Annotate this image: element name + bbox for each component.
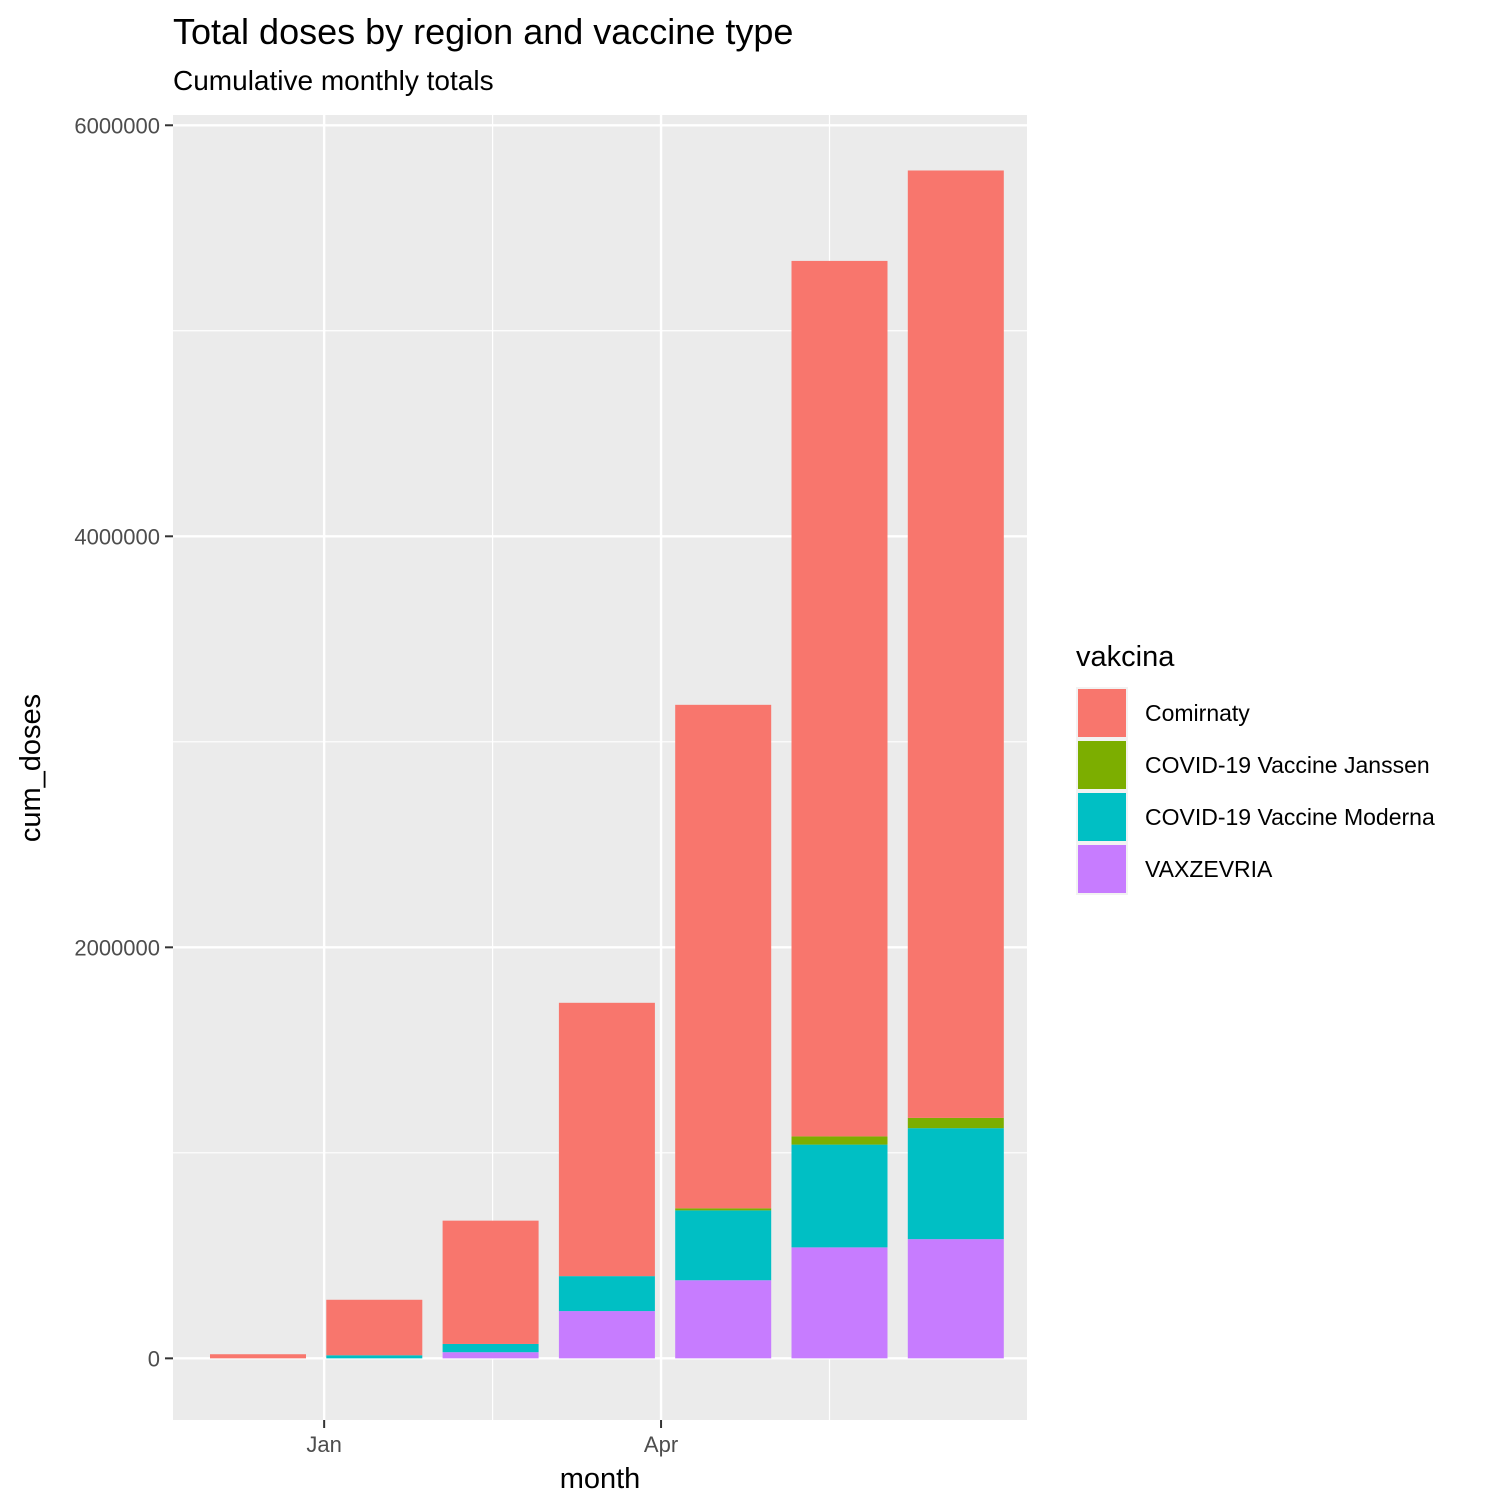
legend-label: COVID-19 Vaccine Janssen [1145,752,1430,778]
bar-segment [326,1355,422,1358]
legend: Comirnaty COVID-19 Vaccine Janssen COVID-1… [1076,687,1435,895]
bar-segment [559,1003,655,1276]
bar-segment [210,1354,306,1358]
bar-segment [675,1208,771,1210]
x-axis-title: month [560,1463,641,1495]
bar-segment [559,1311,655,1358]
bar-segment [908,170,1004,1117]
y-tick-label: 0 [148,1346,160,1371]
y-axis-title: cum_doses [15,694,47,842]
y-tick-label: 2000000 [74,935,160,960]
legend-label: VAXZEVRIA [1145,856,1273,882]
legend-label: Comirnaty [1145,700,1250,726]
legend-swatch [1078,741,1126,789]
x-axis: Jan Apr [306,1420,678,1457]
chart-subtitle: Cumulative monthly totals [173,65,494,96]
chart-title: Total doses by region and vaccine type [173,11,793,52]
x-tick-label: Jan [306,1432,341,1457]
x-tick-label: Apr [644,1432,678,1457]
bar-segment [443,1352,539,1358]
bar-segment [792,1247,888,1358]
bar-segment [443,1344,539,1352]
legend-title: vakcina [1076,641,1175,673]
bar-segment [908,1239,1004,1358]
bar-segment [559,1276,655,1311]
bar-segment [792,261,888,1136]
bar-segment [675,1280,771,1358]
legend-swatch [1078,793,1126,841]
legend-swatch [1078,689,1126,737]
legend-swatch [1078,845,1126,893]
y-tick-label: 4000000 [74,524,160,549]
y-axis: 0 2000000 4000000 6000000 [74,113,173,1371]
bar-segment [326,1300,422,1355]
bar-segment [792,1136,888,1144]
legend-label: COVID-19 Vaccine Moderna [1145,804,1435,830]
y-tick-label: 6000000 [74,113,160,138]
bar-segment [443,1221,539,1344]
bar-segment [675,705,771,1209]
bar-segment [908,1128,1004,1239]
bar-segment [908,1118,1004,1128]
bar-segment [675,1210,771,1280]
bar-segment [792,1145,888,1248]
